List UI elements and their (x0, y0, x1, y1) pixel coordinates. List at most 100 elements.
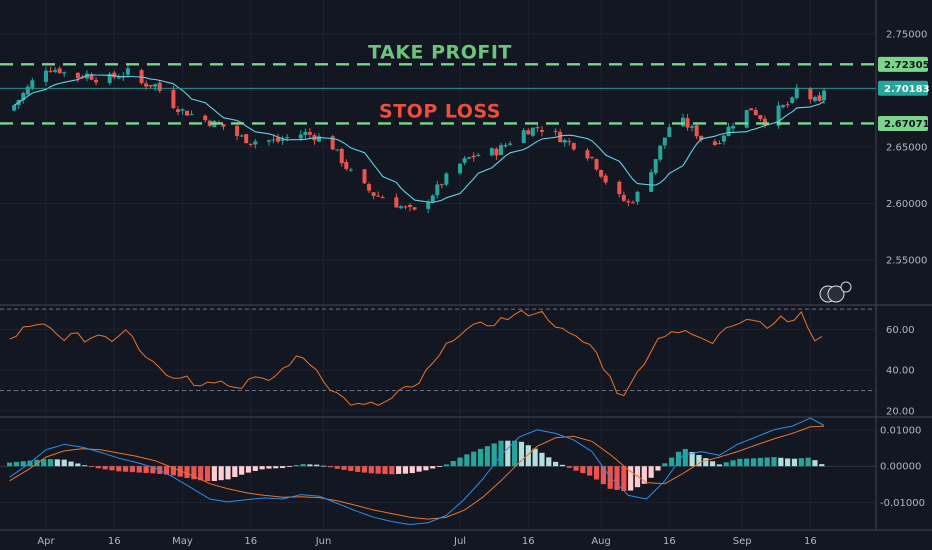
candle-body (180, 109, 185, 111)
macd-histogram-bar (621, 466, 627, 491)
macd-histogram-bar (54, 459, 60, 467)
candle-body (89, 74, 94, 80)
rsi-bands (0, 308, 876, 392)
macd-histogram-bar (539, 452, 545, 467)
candle-body (489, 148, 494, 156)
macd-histogram-bar (682, 448, 688, 467)
candle-body (758, 115, 763, 119)
candle-body (599, 170, 604, 177)
candle-body (30, 80, 35, 88)
candle-body (744, 110, 749, 128)
macd-histogram-bar (430, 466, 436, 469)
candle-body (408, 204, 412, 207)
candle-body (144, 83, 149, 87)
candle-body (394, 197, 399, 208)
macd-histogram-bar (382, 466, 388, 474)
macd-panel[interactable] (0, 417, 876, 526)
candle-body (344, 161, 349, 169)
candle-body (307, 132, 312, 135)
indicator-icon[interactable] (827, 285, 845, 303)
macd-histogram-bar (82, 465, 88, 467)
macd-histogram-bar (402, 466, 409, 474)
candle-body (690, 126, 695, 128)
candle-body (376, 195, 381, 197)
rsi-panel[interactable] (0, 308, 876, 406)
candle-body (94, 80, 99, 83)
time-tick-label: 16 (244, 536, 257, 547)
macd-histogram-bar (450, 460, 456, 467)
candle-body (62, 72, 67, 74)
candle-body (207, 120, 212, 126)
macd-histogram-bar (518, 441, 525, 467)
annotation-label: STOP LOSS (379, 100, 501, 122)
macd-histogram-bar (423, 466, 429, 471)
time-tick-label: Sep (733, 536, 752, 547)
macd-histogram-bar (505, 440, 511, 467)
macd-tick-label: -0.01000 (880, 498, 925, 509)
annotations: TAKE PROFIT STOP LOSS (368, 41, 511, 122)
macd-histogram-bar (252, 466, 258, 471)
macd-histogram-bar (177, 466, 183, 477)
candle-body (635, 191, 640, 202)
price-tick-label: 2.65000 (886, 142, 927, 153)
candle-body (21, 92, 26, 101)
candle-body (762, 118, 767, 126)
macd-histogram-bar (655, 466, 661, 471)
candle-body (426, 202, 431, 209)
macd-histogram-bar (116, 466, 122, 472)
candle-body (626, 201, 631, 203)
candle-body (790, 97, 795, 103)
macd-histogram-bar (348, 466, 354, 471)
level-price-badge-text: 2.67071 (884, 119, 930, 130)
macd-histogram-bar (300, 464, 306, 467)
candle-body (617, 181, 622, 195)
macd-histogram-bar (812, 460, 818, 467)
candle-body (25, 86, 30, 95)
macd-histogram-bar (375, 466, 381, 474)
candle-body (526, 130, 531, 135)
candle-body (185, 110, 190, 116)
candle-body (571, 143, 576, 150)
macd-histogram-bar (163, 466, 170, 475)
macd-tick-label: 0.01000 (880, 425, 921, 436)
candle-body (171, 89, 176, 109)
candlestick-series (12, 65, 827, 214)
macd-histogram-bar (198, 466, 204, 481)
candle-body (476, 154, 481, 157)
candle-body (603, 175, 608, 183)
candle-body (239, 135, 244, 137)
macd-histogram-bar (491, 443, 497, 467)
macd-histogram-bar (341, 466, 347, 470)
candle-body (558, 131, 563, 143)
macd-histogram-bar (471, 451, 477, 467)
macd-histogram-bar (648, 466, 654, 478)
macd-histogram-bar (593, 466, 600, 480)
candle-body (567, 141, 572, 143)
candle-body (271, 139, 276, 141)
candle-body (753, 110, 758, 116)
candle-body (339, 148, 344, 164)
candle-body (330, 136, 335, 150)
candle-body (553, 130, 558, 132)
candle-body (235, 125, 240, 136)
price-panel[interactable]: TAKE PROFIT STOP LOSS (0, 41, 876, 214)
indicator-icons[interactable] (819, 281, 852, 303)
macd-histogram-bar (580, 466, 586, 474)
macd-histogram-bar (102, 466, 108, 470)
macd-histogram-bar (75, 463, 81, 467)
macd-histogram-bar (368, 466, 374, 474)
macd-line (9, 417, 825, 526)
macd-histogram-bar (532, 448, 538, 467)
time-axis[interactable]: Apr 16 May 16 Jun Jul 16 Aug 16 Sep 16 (37, 536, 816, 547)
candle-body (726, 126, 731, 136)
candle-body (667, 127, 672, 137)
macd-histogram-bar (88, 466, 95, 468)
macd-histogram-bar (723, 462, 729, 467)
macd-histogram-bar (286, 466, 293, 468)
indicator-icon-badge[interactable] (840, 281, 852, 293)
macd-histogram-bar (41, 459, 47, 467)
candle-body (44, 70, 48, 82)
macd-histogram-bar (218, 466, 224, 481)
candle-body (621, 194, 626, 201)
candle-body (530, 127, 535, 136)
